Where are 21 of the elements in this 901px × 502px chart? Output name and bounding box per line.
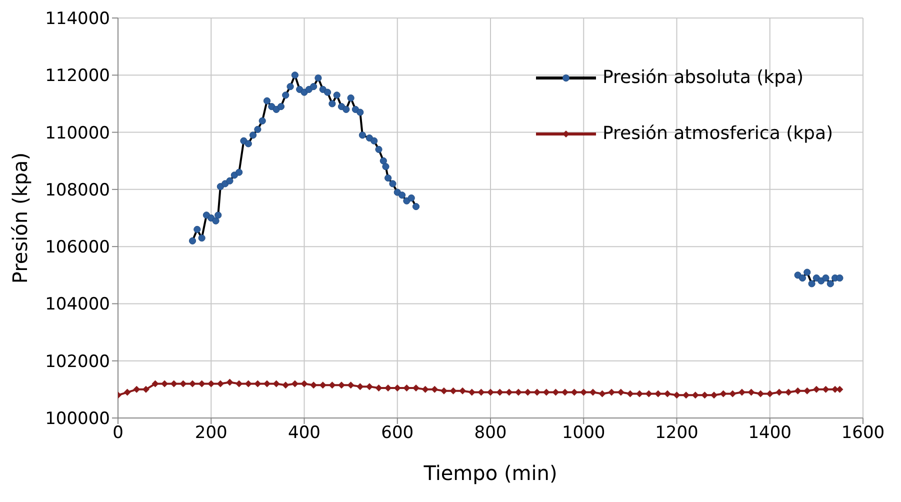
y-tick-label: 112000 (45, 66, 110, 86)
x-tick-label: 0 (112, 423, 124, 444)
x-tick-label: 1000 (562, 423, 606, 444)
y-tick-label: 110000 (45, 123, 110, 144)
legend-label: Presión absoluta (kpa) (602, 66, 804, 90)
x-tick-label: 1400 (748, 423, 792, 444)
x-tick-label: 200 (194, 423, 228, 444)
x-axis-title: Tiempo (min) (422, 461, 558, 485)
x-tick-label: 1600 (841, 423, 885, 444)
y-tick-label: 104000 (45, 294, 110, 315)
y-tick-label: 102000 (45, 352, 110, 372)
x-tick-label: 400 (288, 423, 320, 444)
y-tick-label: 108000 (45, 180, 110, 200)
x-tick-label: 600 (381, 423, 414, 444)
y-tick-label: 106000 (45, 238, 110, 258)
x-tick-label: 800 (474, 423, 507, 444)
y-axis-title: Presión (kpa) (8, 152, 32, 284)
y-tick-label: 114000 (45, 9, 110, 30)
legend-label: Presión atmosferica (kpa) (602, 122, 833, 146)
y-tick-label: 100000 (45, 409, 110, 430)
x-tick-label: 1200 (655, 423, 698, 444)
